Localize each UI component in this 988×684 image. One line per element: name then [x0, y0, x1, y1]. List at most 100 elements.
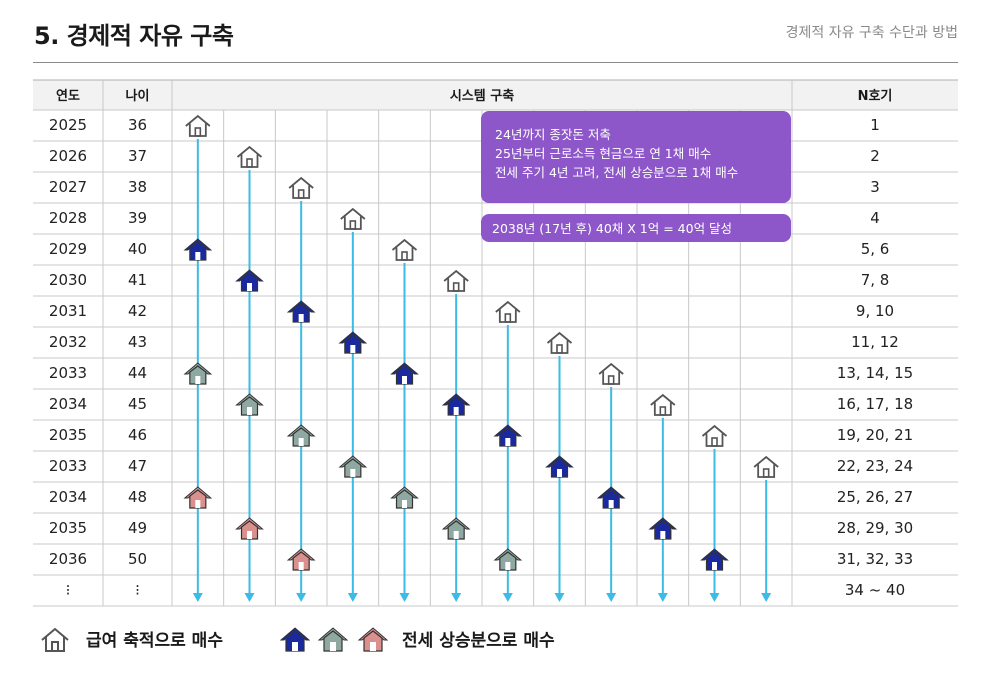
- arrow-head: [451, 593, 462, 602]
- house-outline-icon: [236, 145, 263, 168]
- house-gray-icon: [318, 627, 348, 652]
- column-header: N호기: [858, 89, 893, 104]
- arrow-head: [709, 593, 720, 602]
- goal-callout: 2038년 (17년 후) 40채 X 1억 = 40억 달성: [481, 214, 791, 242]
- year-cell: 2032: [49, 333, 87, 351]
- arrow-head: [657, 593, 668, 602]
- n-count-cell: 4: [870, 209, 880, 227]
- year-cell: 2034: [49, 488, 87, 506]
- arrow-head: [244, 593, 255, 602]
- n-count-cell: 2: [870, 147, 880, 165]
- house-gray-icon: [390, 486, 419, 509]
- house-gray-icon: [235, 393, 264, 416]
- house-outline-icon: [495, 300, 521, 323]
- callout-line: 24년까지 종잣돈 저축: [495, 127, 611, 142]
- age-cell: 37: [128, 147, 147, 165]
- n-count-cell: 16, 17, 18: [837, 395, 913, 413]
- house-gray-icon: [286, 424, 316, 447]
- arrow-head: [296, 593, 307, 602]
- house-blue-icon: [280, 627, 310, 652]
- arrow-head: [761, 593, 772, 602]
- house-blue-icon: [648, 517, 678, 540]
- house-pink-icon: [235, 517, 264, 540]
- house-outline-icon: [753, 455, 779, 478]
- house-gray-icon: [441, 517, 471, 540]
- house-blue-icon: [286, 300, 316, 323]
- house-blue-icon: [338, 331, 368, 354]
- house-blue-icon: [545, 455, 574, 478]
- house-blue-icon: [596, 486, 626, 509]
- age-cell: 48: [128, 488, 147, 506]
- house-blue-icon: [235, 269, 264, 292]
- year-cell: 2035: [49, 519, 87, 537]
- arrow-head: [347, 593, 358, 602]
- house-outline-icon: [650, 393, 676, 416]
- age-cell: 49: [128, 519, 147, 537]
- age-cell: 47: [128, 457, 147, 475]
- house-gray-icon: [493, 548, 523, 571]
- n-count-cell: 25, 26, 27: [837, 488, 913, 506]
- house-outline-icon: [41, 627, 69, 652]
- age-cell: 44: [128, 364, 147, 382]
- n-count-cell: 31, 32, 33: [837, 550, 913, 568]
- year-cell: 2026: [49, 147, 87, 165]
- page-subtitle: 경제적 자유 구축 수단과 방법: [785, 25, 958, 41]
- title-divider: [33, 62, 958, 63]
- legend-jeonse-label: 전세 상승분으로 매수: [402, 631, 555, 651]
- age-cell: ⁝: [135, 581, 140, 599]
- year-cell: 2027: [49, 178, 87, 196]
- age-cell: 40: [128, 240, 147, 258]
- callout-line: 전세 주기 4년 고려, 전세 상승분으로 1채 매수: [495, 165, 739, 180]
- year-cell: 2033: [49, 364, 87, 382]
- age-cell: 42: [128, 302, 147, 320]
- n-count-cell: 11, 12: [851, 333, 899, 351]
- house-outline-icon: [701, 424, 728, 447]
- house-outline-icon: [288, 176, 314, 199]
- year-cell: 2030: [49, 271, 87, 289]
- age-cell: 41: [128, 271, 147, 289]
- house-outline-icon: [546, 331, 573, 354]
- n-count-cell: 34 ~ 40: [845, 581, 905, 599]
- column-header: 시스템 구축: [450, 88, 514, 104]
- year-cell: 2036: [49, 550, 87, 568]
- age-cell: 45: [128, 395, 147, 413]
- column-header: 연도: [56, 89, 80, 104]
- house-outline-icon: [598, 362, 624, 385]
- age-cell: 43: [128, 333, 147, 351]
- n-count-cell: 13, 14, 15: [837, 364, 913, 382]
- n-count-cell: 1: [870, 116, 880, 134]
- year-cell: 2034: [49, 395, 87, 413]
- page-title: 5. 경제적 자유 구축: [34, 22, 234, 50]
- house-blue-icon: [390, 362, 419, 385]
- house-outline-icon: [185, 114, 211, 137]
- year-cell: 2035: [49, 426, 87, 444]
- house-blue-icon: [441, 393, 471, 416]
- callout-line: 25년부터 근로소득 현금으로 연 1채 매수: [495, 146, 712, 161]
- table-header: [33, 80, 958, 110]
- arrow-head: [606, 593, 617, 602]
- house-blue-icon: [700, 548, 729, 571]
- age-cell: 39: [128, 209, 147, 227]
- column-header: 나이: [126, 88, 150, 104]
- n-count-cell: 28, 29, 30: [837, 519, 913, 537]
- age-cell: 46: [128, 426, 147, 444]
- n-count-cell: 22, 23, 24: [837, 457, 913, 475]
- year-cell: 2028: [49, 209, 87, 227]
- arrow-head: [554, 593, 565, 602]
- house-outline-icon: [443, 269, 469, 292]
- strategy-callout: 24년까지 종잣돈 저축 25년부터 근로소득 현금으로 연 1채 매수 전세 …: [481, 111, 791, 203]
- n-count-cell: 3: [870, 178, 880, 196]
- n-count-cell: 19, 20, 21: [837, 426, 913, 444]
- arrow-head: [502, 593, 513, 602]
- house-blue-icon: [493, 424, 523, 447]
- house-outline-icon: [391, 238, 418, 261]
- house-blue-icon: [183, 238, 213, 261]
- year-cell: 2031: [49, 302, 87, 320]
- arrow-head: [399, 593, 410, 602]
- n-count-cell: 9, 10: [856, 302, 894, 320]
- year-cell: ⁝: [66, 581, 71, 599]
- house-outline-icon: [340, 207, 366, 230]
- house-pink-icon: [286, 548, 316, 571]
- house-gray-icon: [338, 455, 368, 478]
